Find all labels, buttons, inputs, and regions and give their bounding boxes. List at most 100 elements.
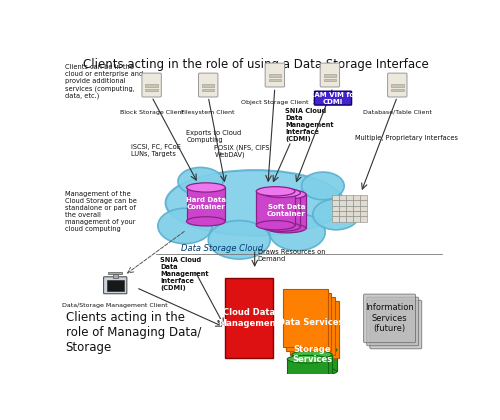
Ellipse shape xyxy=(287,355,328,363)
Bar xyxy=(332,205,339,211)
FancyBboxPatch shape xyxy=(314,91,352,105)
Bar xyxy=(146,84,158,87)
Bar xyxy=(352,211,360,216)
Text: Draws Resources on
Demand: Draws Resources on Demand xyxy=(258,249,326,262)
Bar xyxy=(286,293,332,351)
Bar xyxy=(352,200,360,205)
Bar xyxy=(346,200,352,205)
Bar xyxy=(391,84,404,87)
Bar xyxy=(346,205,352,211)
Text: Data Storage Cloud: Data Storage Cloud xyxy=(181,244,263,253)
Bar xyxy=(339,216,346,222)
Text: Block Storage Client: Block Storage Client xyxy=(120,110,184,115)
Bar xyxy=(225,278,274,358)
Ellipse shape xyxy=(158,208,212,244)
Bar xyxy=(339,195,346,200)
Bar xyxy=(268,74,281,76)
Bar xyxy=(262,193,300,227)
Bar xyxy=(292,354,332,376)
Bar xyxy=(352,205,360,211)
FancyBboxPatch shape xyxy=(320,63,340,87)
Bar xyxy=(108,272,122,275)
FancyBboxPatch shape xyxy=(142,73,162,97)
Bar xyxy=(113,275,117,278)
Ellipse shape xyxy=(292,351,332,358)
Ellipse shape xyxy=(166,170,344,236)
Text: Clients acting in the
role of Managing Data/
Storage: Clients acting in the role of Managing D… xyxy=(66,311,201,354)
Bar xyxy=(294,301,339,358)
Text: SNIA Cloud
Data
Management
Interface
(CDMI): SNIA Cloud Data Management Interface (CD… xyxy=(160,257,208,291)
Bar xyxy=(290,297,336,354)
Text: iSCSI, FC, FCoE
LUNs, Targets: iSCSI, FC, FCoE LUNs, Targets xyxy=(130,144,180,158)
Bar xyxy=(296,350,337,371)
Bar xyxy=(352,216,360,222)
Ellipse shape xyxy=(208,220,270,259)
Text: Management of the
Cloud Storage can be
standalone or part of
the overall
managem: Management of the Cloud Storage can be s… xyxy=(65,191,136,231)
Bar xyxy=(339,200,346,205)
Bar xyxy=(360,211,366,216)
Ellipse shape xyxy=(296,368,337,375)
Bar xyxy=(324,79,336,81)
FancyBboxPatch shape xyxy=(370,300,422,349)
Bar xyxy=(346,211,352,216)
Text: Soft Data
Container: Soft Data Container xyxy=(267,204,306,217)
Text: Filesystem Client: Filesystem Client xyxy=(182,110,235,115)
Bar xyxy=(332,195,339,200)
Bar xyxy=(332,200,339,205)
Bar xyxy=(202,89,214,91)
Ellipse shape xyxy=(287,377,328,385)
Bar xyxy=(332,211,339,216)
Ellipse shape xyxy=(262,188,300,197)
Text: XAM Client: XAM Client xyxy=(313,100,347,105)
Text: Information
Services
(future): Information Services (future) xyxy=(365,304,414,333)
Bar xyxy=(146,89,158,91)
Bar xyxy=(287,359,328,381)
Text: Hard Data
Container: Hard Data Container xyxy=(186,197,226,210)
FancyBboxPatch shape xyxy=(366,297,418,346)
Text: Clients acting in the role of using a Data Storage Interface: Clients acting in the role of using a Da… xyxy=(84,58,429,71)
FancyBboxPatch shape xyxy=(364,294,416,343)
Ellipse shape xyxy=(262,222,300,231)
Bar xyxy=(391,89,404,91)
FancyBboxPatch shape xyxy=(104,277,127,294)
Text: SNIA Cloud
Data
Management
Interface
(CDMI): SNIA Cloud Data Management Interface (CD… xyxy=(285,108,334,142)
Text: Clients can be in the
cloud or enterprise and
provide additional
services (compu: Clients can be in the cloud or enterpris… xyxy=(65,64,143,99)
Text: Data/Storage Management Client: Data/Storage Management Client xyxy=(62,303,168,308)
Bar xyxy=(268,79,281,81)
Bar xyxy=(282,289,328,347)
Bar xyxy=(256,191,295,225)
Ellipse shape xyxy=(267,190,306,199)
Text: Exports to Cloud
Computing: Exports to Cloud Computing xyxy=(186,130,242,143)
Text: Storage
Services: Storage Services xyxy=(292,345,332,364)
Ellipse shape xyxy=(292,372,332,380)
Ellipse shape xyxy=(270,214,325,251)
Text: POSIX (NFS, CIFS,
WebDAV): POSIX (NFS, CIFS, WebDAV) xyxy=(214,144,272,158)
Ellipse shape xyxy=(186,183,225,192)
Bar xyxy=(202,84,214,87)
Bar xyxy=(360,205,366,211)
Text: Data Services: Data Services xyxy=(278,318,343,327)
Bar xyxy=(324,74,336,76)
Bar xyxy=(360,200,366,205)
Bar xyxy=(360,216,366,222)
Ellipse shape xyxy=(296,346,337,354)
Bar xyxy=(346,195,352,200)
Ellipse shape xyxy=(302,172,344,200)
Bar xyxy=(339,205,346,211)
Text: Cloud Data
Management: Cloud Data Management xyxy=(218,308,280,328)
Bar xyxy=(267,194,306,228)
Text: Multiple, Proprietary Interfaces: Multiple, Proprietary Interfaces xyxy=(356,135,459,141)
FancyBboxPatch shape xyxy=(265,63,284,87)
Text: XAM VIM for
CDMI: XAM VIM for CDMI xyxy=(308,92,358,105)
Bar xyxy=(346,216,352,222)
Bar xyxy=(352,195,360,200)
Bar xyxy=(106,280,124,291)
Text: Object Storage Client: Object Storage Client xyxy=(241,100,308,105)
Text: Database/Table Client: Database/Table Client xyxy=(363,110,432,115)
Bar xyxy=(332,216,339,222)
Ellipse shape xyxy=(267,223,306,233)
Bar xyxy=(186,187,225,221)
Ellipse shape xyxy=(313,199,360,230)
FancyBboxPatch shape xyxy=(388,73,407,97)
Bar xyxy=(339,211,346,216)
